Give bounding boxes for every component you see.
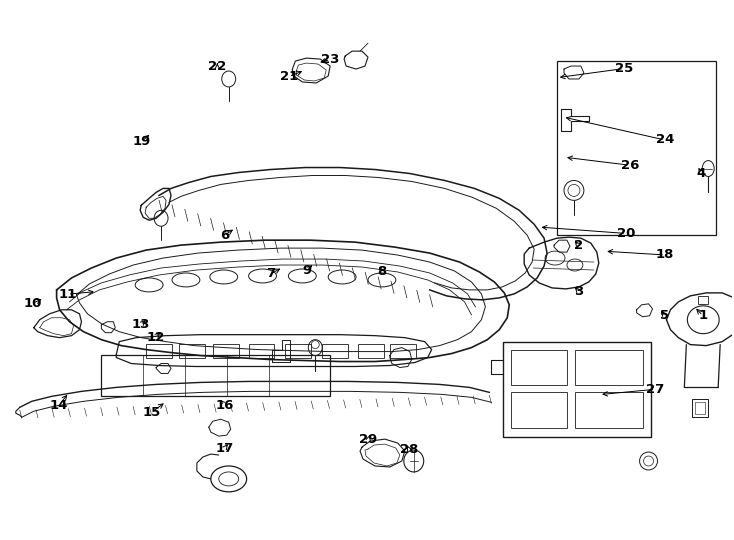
Text: 10: 10 — [23, 297, 42, 310]
Text: 5: 5 — [661, 309, 669, 322]
Text: 9: 9 — [302, 264, 312, 276]
Bar — [249, 343, 275, 357]
Bar — [358, 343, 384, 357]
Text: 24: 24 — [655, 133, 674, 146]
Bar — [101, 355, 330, 396]
Bar — [695, 402, 705, 414]
Bar — [698, 296, 708, 304]
Bar — [179, 343, 205, 357]
Bar — [286, 343, 311, 357]
Bar — [575, 393, 642, 428]
Text: 25: 25 — [615, 62, 633, 75]
Bar — [146, 343, 172, 357]
Text: 8: 8 — [377, 265, 386, 278]
Bar — [512, 393, 567, 428]
Bar — [390, 343, 415, 357]
Bar — [692, 400, 708, 417]
Text: 27: 27 — [647, 383, 664, 396]
Text: 1: 1 — [698, 309, 708, 322]
Text: 14: 14 — [50, 399, 68, 412]
Bar — [557, 61, 716, 235]
Text: 11: 11 — [59, 288, 77, 301]
Text: 23: 23 — [321, 53, 340, 66]
Text: 7: 7 — [266, 267, 275, 280]
Text: 22: 22 — [208, 60, 226, 73]
Text: 28: 28 — [400, 443, 418, 456]
Bar — [213, 343, 239, 357]
Text: 21: 21 — [280, 70, 298, 83]
Text: 16: 16 — [215, 399, 234, 412]
Text: 13: 13 — [131, 318, 150, 332]
Text: 6: 6 — [220, 228, 229, 241]
Text: 4: 4 — [697, 167, 706, 180]
Text: 12: 12 — [146, 330, 164, 343]
Text: 20: 20 — [617, 227, 636, 240]
Bar — [575, 349, 642, 386]
Text: 19: 19 — [133, 134, 151, 147]
Text: 17: 17 — [216, 442, 233, 455]
Text: 29: 29 — [360, 433, 377, 446]
Text: 3: 3 — [574, 285, 584, 298]
Text: 18: 18 — [655, 248, 674, 261]
Text: 26: 26 — [621, 159, 639, 172]
Text: 15: 15 — [142, 406, 161, 419]
Bar — [322, 343, 348, 357]
Bar — [512, 349, 567, 386]
Text: 2: 2 — [574, 239, 584, 252]
Bar — [504, 342, 650, 437]
